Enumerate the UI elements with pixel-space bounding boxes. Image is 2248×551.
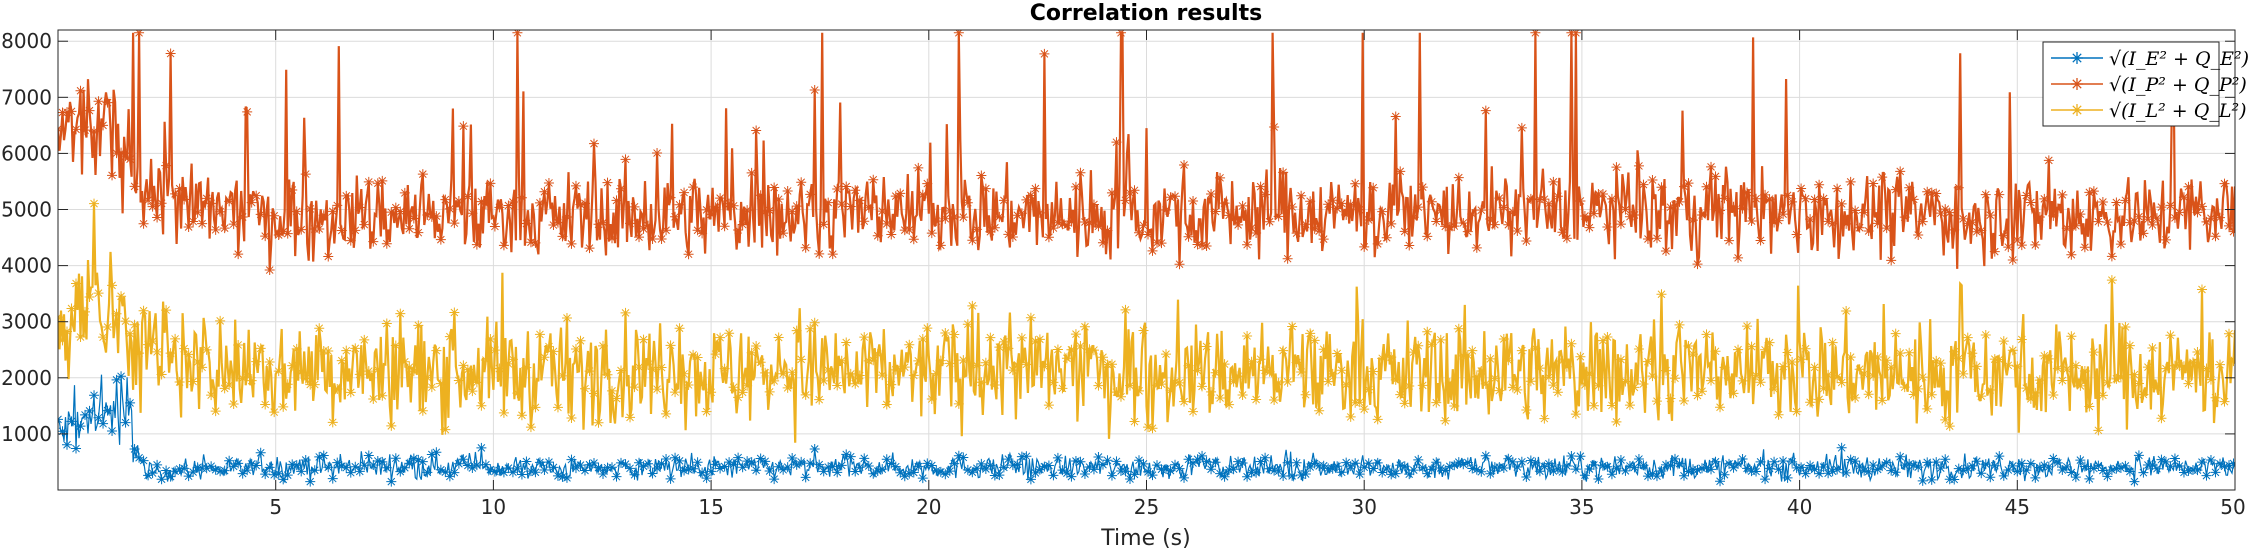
series-line-2 [58, 203, 2235, 443]
x-tick-label-4: 25 [1134, 495, 1159, 519]
series-2 [58, 198, 2235, 443]
y-tick-label-0: 1000 [1, 422, 52, 446]
series-line-1 [58, 31, 2235, 271]
series-marker-glyphs-0 [58, 371, 2235, 487]
axis-ticks: 5 10 15 20 25 30 35 40 45 50 1000 2000 3000 4000 5000 6… [1, 29, 2246, 519]
y-tick-label-1: 2000 [1, 366, 52, 390]
series-markers-0 [58, 371, 2235, 487]
chart-title: Correlation results [1030, 1, 1262, 26]
y-tick-label-2: 3000 [1, 310, 52, 334]
legend-marker-2 [2071, 104, 2083, 116]
legend-item-0: √(I_E² + Q_E²) [2051, 48, 2248, 70]
legend-item-2: √(I_L² + Q_L²) [2051, 100, 2246, 122]
series-markers-1 [58, 30, 2235, 276]
series-marker-glyphs-1 [58, 30, 2235, 276]
series-layer [58, 30, 2235, 487]
x-tick-label-3: 20 [916, 495, 941, 519]
x-tick-label-9: 50 [2220, 495, 2245, 519]
legend-label-0: √(I_E² + Q_E²) [2109, 48, 2248, 70]
y-tick-label-3: 4000 [1, 254, 52, 278]
y-tick-label-6: 7000 [1, 85, 52, 109]
y-tick-label-7: 8000 [1, 29, 52, 53]
x-tick-label-7: 40 [1787, 495, 1812, 519]
x-tick-label-0: 5 [269, 495, 282, 519]
x-tick-label-2: 15 [698, 495, 723, 519]
plot-frame [57, 29, 2236, 491]
legend-label-1: √(I_P² + Q_P²) [2109, 74, 2247, 96]
series-marker-glyphs-2 [58, 198, 2235, 436]
x-axis-label: Time (s) [1100, 526, 1190, 551]
x-tick-label-8: 45 [2005, 495, 2030, 519]
series-0 [58, 371, 2235, 487]
legend-item-1: √(I_P² + Q_P²) [2051, 74, 2247, 96]
legend-marker-0 [2071, 52, 2083, 64]
legend-marker-1 [2071, 78, 2083, 90]
x-tick-label-5: 30 [1351, 495, 1376, 519]
legend: √(I_E² + Q_E²) √(I_P² + Q_P²) √(I_L² + Q_L… [2042, 41, 2248, 127]
x-tick-label-6: 35 [1569, 495, 1594, 519]
y-tick-label-4: 5000 [1, 198, 52, 222]
series-markers-2 [58, 198, 2235, 436]
series-1 [58, 30, 2235, 276]
x-tick-label-1: 10 [481, 495, 506, 519]
legend-label-2: √(I_L² + Q_L²) [2109, 100, 2246, 122]
y-tick-label-5: 6000 [1, 141, 52, 165]
